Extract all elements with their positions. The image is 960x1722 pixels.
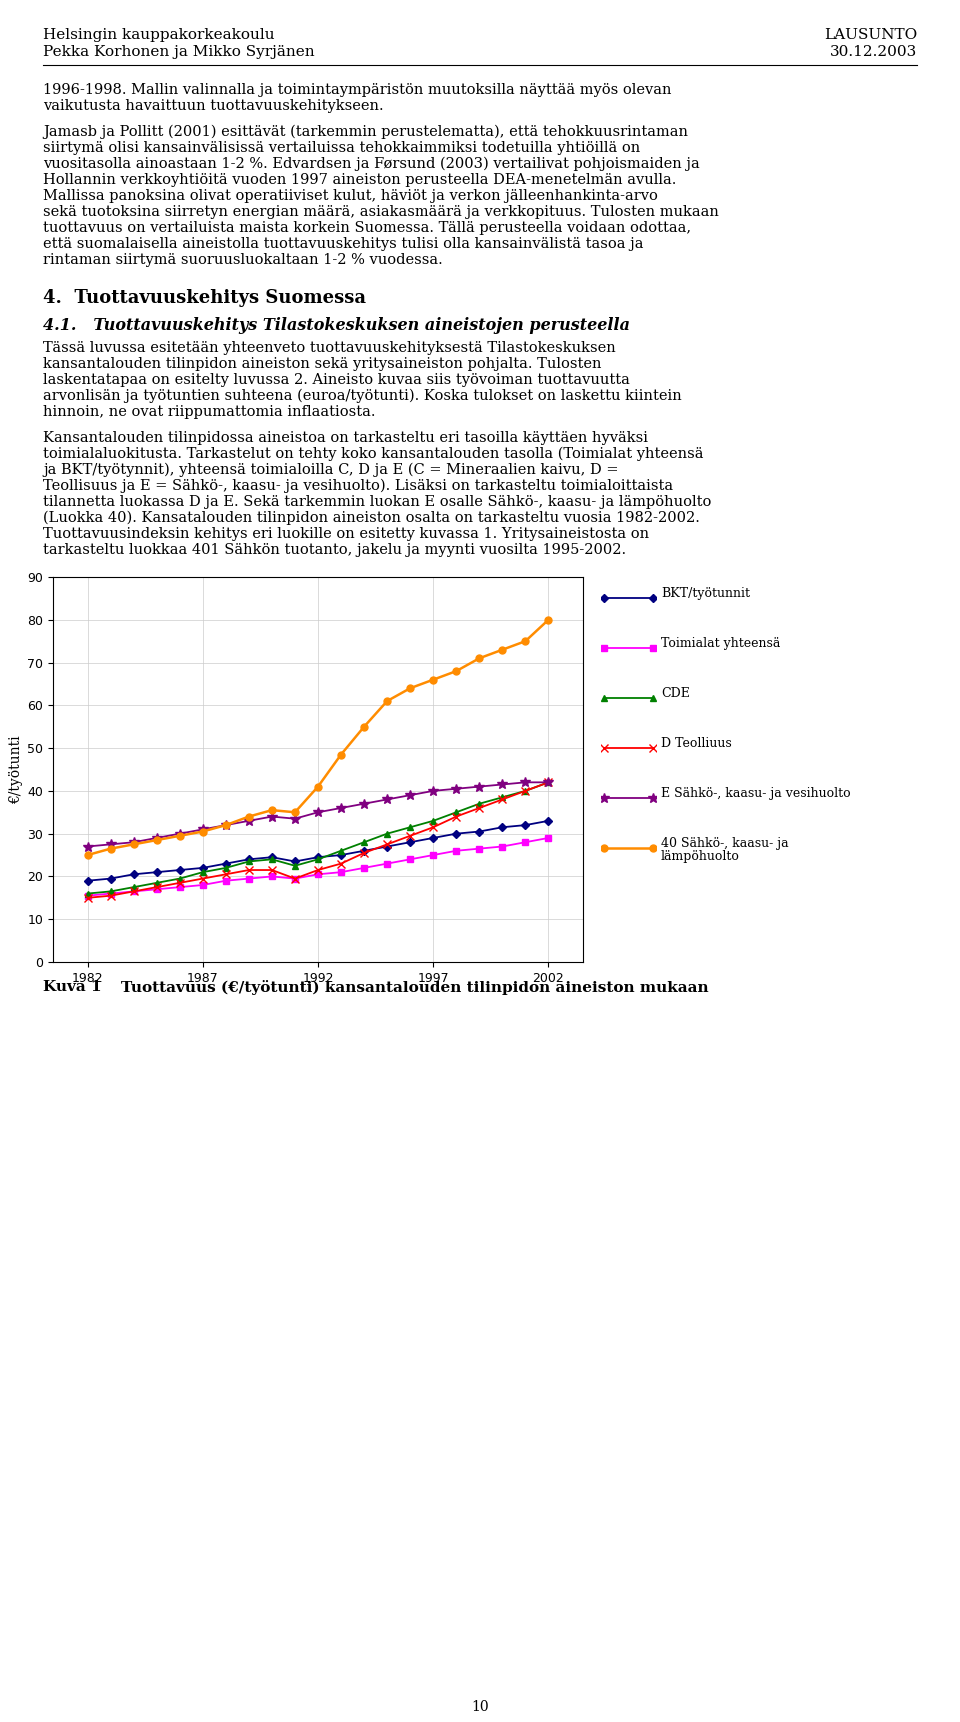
Text: 4.  Tuottavuuskehitys Suomessa: 4. Tuottavuuskehitys Suomessa (43, 289, 366, 307)
Text: Tuottavuus (€/työtunti) kansantalouden tilinpidon aineiston mukaan: Tuottavuus (€/työtunti) kansantalouden t… (121, 980, 708, 995)
Text: että suomalaisella aineistolla tuottavuuskehitys tulisi olla kansainvälistä taso: että suomalaisella aineistolla tuottavuu… (43, 238, 643, 251)
Text: vuositasolla ainoastaan 1-2 %. Edvardsen ja Førsund (2003) vertailivat pohjoisma: vuositasolla ainoastaan 1-2 %. Edvardsen… (43, 157, 700, 172)
Text: E Sähkö-, kaasu- ja vesihuolto: E Sähkö-, kaasu- ja vesihuolto (661, 787, 851, 801)
Text: tilannetta luokassa D ja E. Sekä tarkemmin luokan E osalle Sähkö-, kaasu- ja läm: tilannetta luokassa D ja E. Sekä tarkemm… (43, 494, 711, 510)
Text: (Luokka 40). Kansatalouden tilinpidon aineiston osalta on tarkasteltu vuosia 198: (Luokka 40). Kansatalouden tilinpidon ai… (43, 511, 700, 525)
Text: tarkasteltu luokkaa 401 Sähkön tuotanto, jakelu ja myynti vuosilta 1995-2002.: tarkasteltu luokkaa 401 Sähkön tuotanto,… (43, 542, 626, 556)
Text: kansantalouden tilinpidon aineiston sekä yritysaineiston pohjalta. Tulosten: kansantalouden tilinpidon aineiston sekä… (43, 356, 602, 370)
Text: rintaman siirtymä suoruusluokaltaan 1-2 % vuodessa.: rintaman siirtymä suoruusluokaltaan 1-2 … (43, 253, 443, 267)
Text: Kuva 1: Kuva 1 (43, 980, 102, 994)
Text: Toimialat yhteensä: Toimialat yhteensä (661, 637, 780, 649)
Text: Teollisuus ja E = Sähkö-, kaasu- ja vesihuolto). Lisäksi on tarkasteltu toimialo: Teollisuus ja E = Sähkö-, kaasu- ja vesi… (43, 479, 673, 494)
Text: Pekka Korhonen ja Mikko Syrjänen: Pekka Korhonen ja Mikko Syrjänen (43, 45, 315, 59)
Text: Jamasb ja Pollitt (2001) esittävät (tarkemmin perustelematta), että tehokkuusrin: Jamasb ja Pollitt (2001) esittävät (tark… (43, 126, 688, 139)
Text: 40 Sähkö-, kaasu- ja: 40 Sähkö-, kaasu- ja (661, 837, 788, 851)
Text: Helsingin kauppakorkeakoulu: Helsingin kauppakorkeakoulu (43, 28, 275, 41)
Text: ja BKT/työtynnit), yhteensä toimialoilla C, D ja E (C = Mineraalien kaivu, D =: ja BKT/työtynnit), yhteensä toimialoilla… (43, 463, 618, 477)
Text: 1996-1998. Mallin valinnalla ja toimintaympäristön muutoksilla näyttää myös olev: 1996-1998. Mallin valinnalla ja toiminta… (43, 83, 671, 96)
Text: sekä tuotoksina siirretyn energian määrä, asiakasmäärä ja verkkopituus. Tulosten: sekä tuotoksina siirretyn energian määrä… (43, 205, 719, 219)
Text: toimialaluokitusta. Tarkastelut on tehty koko kansantalouden tasolla (Toimialat : toimialaluokitusta. Tarkastelut on tehty… (43, 448, 704, 461)
Text: CDE: CDE (661, 687, 690, 701)
Text: LAUSUNTO: LAUSUNTO (824, 28, 917, 41)
Y-axis label: €/työtunti: €/työtunti (9, 735, 23, 804)
Text: 10: 10 (471, 1700, 489, 1713)
Text: vaikutusta havaittuun tuottavuuskehitykseen.: vaikutusta havaittuun tuottavuuskehityks… (43, 98, 384, 114)
Text: BKT/työtunnit: BKT/työtunnit (661, 587, 750, 599)
Text: Tässä luvussa esitetään yhteenveto tuottavuuskehityksestä Tilastokeskuksen: Tässä luvussa esitetään yhteenveto tuott… (43, 341, 615, 355)
Text: D Teolliuus: D Teolliuus (661, 737, 732, 751)
Text: 30.12.2003: 30.12.2003 (829, 45, 917, 59)
Text: Tuottavuusindeksin kehitys eri luokille on esitetty kuvassa 1. Yritysaineistosta: Tuottavuusindeksin kehitys eri luokille … (43, 527, 649, 541)
Text: 4.1.   Tuottavuuskehitys Tilastokeskuksen aineistojen perusteella: 4.1. Tuottavuuskehitys Tilastokeskuksen … (43, 317, 630, 334)
Text: Hollannin verkkoyhtiöitä vuoden 1997 aineiston perusteella DEA-menetelmän avulla: Hollannin verkkoyhtiöitä vuoden 1997 ain… (43, 172, 677, 188)
Text: laskentatapaa on esitelty luvussa 2. Aineisto kuvaa siis työvoiman tuottavuutta: laskentatapaa on esitelty luvussa 2. Ain… (43, 374, 630, 387)
Text: arvonlisän ja työtuntien suhteena (euroa/työtunti). Koska tulokset on laskettu k: arvonlisän ja työtuntien suhteena (euroa… (43, 389, 682, 403)
Text: lämpöhuolto: lämpöhuolto (661, 851, 740, 863)
Text: Mallissa panoksina olivat operatiiviset kulut, häviöt ja verkon jälleenhankinta-: Mallissa panoksina olivat operatiiviset … (43, 189, 658, 203)
Text: Kansantalouden tilinpidossa aineistoa on tarkasteltu eri tasoilla käyttäen hyväk: Kansantalouden tilinpidossa aineistoa on… (43, 430, 648, 444)
Text: hinnoin, ne ovat riippumattomia inflaatiosta.: hinnoin, ne ovat riippumattomia inflaati… (43, 405, 375, 418)
Text: tuottavuus on vertailuista maista korkein Suomessa. Tällä perusteella voidaan od: tuottavuus on vertailuista maista korkei… (43, 220, 691, 234)
Text: siirtymä olisi kansainvälisissä vertailuissa tehokkaimmiksi todetuilla yhtiöillä: siirtymä olisi kansainvälisissä vertailu… (43, 141, 640, 155)
